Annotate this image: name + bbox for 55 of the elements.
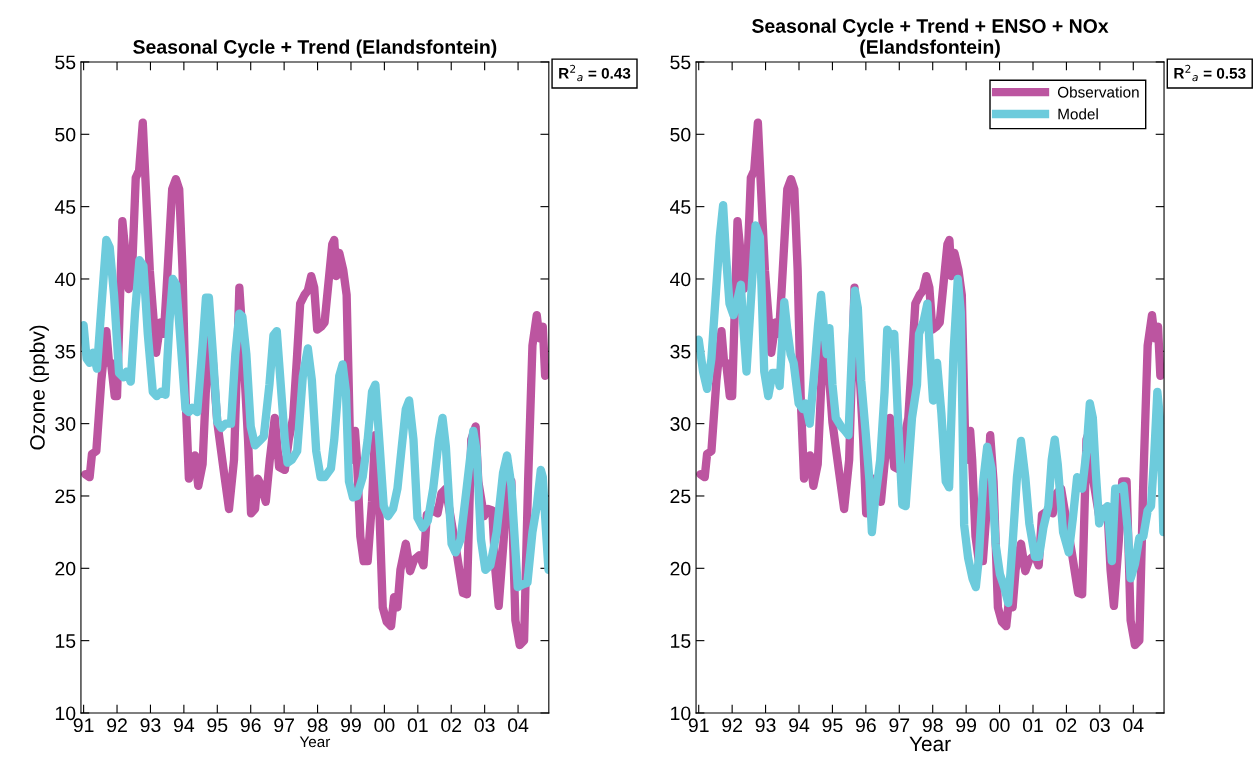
y-tick-label: 10 bbox=[671, 706, 691, 721]
x-tick-label: 01 bbox=[407, 718, 428, 733]
y-tick-label: 40 bbox=[54, 272, 76, 287]
y-tick-label: 45 bbox=[670, 200, 691, 214]
x-tick-label: 99 bbox=[956, 718, 977, 733]
y-tick-label: 55 bbox=[670, 55, 691, 70]
x-tick-label: 92 bbox=[107, 718, 127, 733]
x-tick-label: 03 bbox=[1089, 718, 1110, 733]
x-tick-label: 00 bbox=[989, 718, 1010, 733]
x-tick-label: 96 bbox=[240, 718, 261, 733]
y-axis-title: Ozone (ppbv) bbox=[29, 325, 49, 450]
x-tick-label: 03 bbox=[474, 718, 495, 733]
x-tick-label: 00 bbox=[374, 718, 395, 733]
y-tick-label: 15 bbox=[55, 634, 76, 648]
x-tick-label: 91 bbox=[688, 718, 709, 733]
x-tick-label: 02 bbox=[1056, 718, 1077, 733]
x-axis-title: Year bbox=[909, 736, 951, 752]
x-tick-label: 95 bbox=[207, 718, 228, 733]
x-tick-label: 02 bbox=[441, 718, 462, 733]
x-tick-label: 96 bbox=[855, 718, 876, 733]
x-tick-label: 04 bbox=[508, 718, 529, 733]
x-tick-label: 04 bbox=[1123, 718, 1144, 733]
x-tick-label: 94 bbox=[789, 718, 810, 733]
chart-title: Seasonal Cycle + Trend (Elandsfontein) bbox=[133, 39, 497, 58]
y-tick-label: 40 bbox=[670, 272, 691, 287]
y-tick-label: 50 bbox=[55, 127, 76, 142]
y-tick-label: 30 bbox=[55, 417, 76, 431]
x-tick-label: 98 bbox=[307, 718, 328, 733]
y-tick-label: 25 bbox=[670, 489, 691, 504]
y-tick-label: 55 bbox=[55, 55, 76, 70]
y-tick-label: 35 bbox=[55, 344, 76, 359]
y-tick-label: 25 bbox=[55, 489, 76, 504]
legend-label: Model bbox=[1058, 108, 1098, 120]
y-tick-label: 30 bbox=[670, 417, 691, 431]
x-tick-label: 94 bbox=[173, 718, 195, 733]
y-tick-label: 50 bbox=[670, 127, 691, 142]
y-tick-label: 35 bbox=[670, 344, 691, 359]
y-tick-label: 45 bbox=[54, 200, 76, 214]
x-tick-label: 95 bbox=[822, 718, 843, 733]
x-axis-title: Year bbox=[299, 736, 331, 748]
legend-label: Observation bbox=[1057, 86, 1139, 98]
text: R$^{2}$$_{a}$ = 0.43 bbox=[559, 64, 631, 82]
x-tick-label: 93 bbox=[140, 718, 161, 733]
chart-title: Seasonal Cycle + Trend + ENSO + NOx (Elandsfontein) bbox=[752, 18, 1109, 58]
x-tick-label: 97 bbox=[889, 718, 910, 733]
x-tick-label: 92 bbox=[722, 718, 742, 733]
y-tick-label: 20 bbox=[670, 561, 691, 576]
text: R$^{2}$$_{a}$ = 0.53 bbox=[1174, 64, 1246, 82]
x-tick-label: 97 bbox=[274, 718, 294, 733]
x-tick-label: 93 bbox=[755, 718, 776, 733]
y-tick-label: 15 bbox=[671, 634, 691, 648]
x-tick-label: 01 bbox=[1022, 718, 1043, 733]
y-tick-label: 20 bbox=[55, 561, 76, 576]
x-tick-label: 99 bbox=[341, 718, 361, 733]
x-tick-label: 98 bbox=[922, 718, 943, 733]
